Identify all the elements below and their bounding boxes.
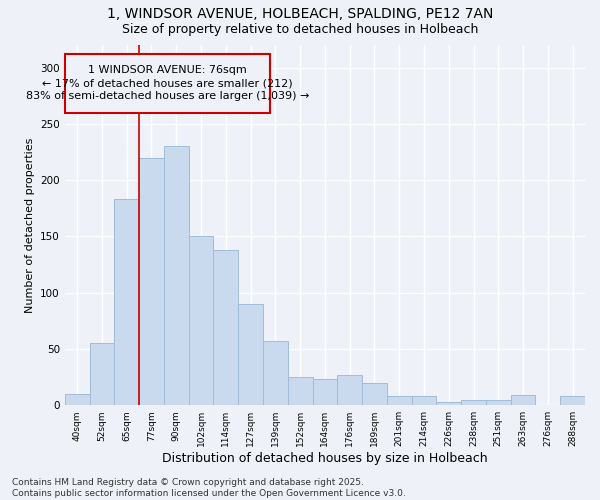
- Bar: [362, 382, 387, 405]
- Text: Size of property relative to detached houses in Holbeach: Size of property relative to detached ho…: [122, 22, 478, 36]
- Bar: [238, 304, 263, 405]
- Bar: [139, 158, 164, 405]
- Bar: [560, 396, 585, 405]
- Bar: [89, 344, 115, 405]
- Text: 1, WINDSOR AVENUE, HOLBEACH, SPALDING, PE12 7AN: 1, WINDSOR AVENUE, HOLBEACH, SPALDING, P…: [107, 8, 493, 22]
- Bar: [288, 377, 313, 405]
- Bar: [214, 250, 238, 405]
- Bar: [263, 341, 288, 405]
- Bar: [65, 394, 89, 405]
- FancyBboxPatch shape: [65, 54, 271, 112]
- Bar: [188, 236, 214, 405]
- Bar: [337, 375, 362, 405]
- Bar: [461, 400, 486, 405]
- Text: Contains HM Land Registry data © Crown copyright and database right 2025.
Contai: Contains HM Land Registry data © Crown c…: [12, 478, 406, 498]
- Bar: [412, 396, 436, 405]
- Y-axis label: Number of detached properties: Number of detached properties: [25, 138, 35, 313]
- Bar: [511, 395, 535, 405]
- Bar: [115, 199, 139, 405]
- Bar: [436, 402, 461, 405]
- Bar: [313, 380, 337, 405]
- Bar: [486, 400, 511, 405]
- Bar: [387, 396, 412, 405]
- Bar: [164, 146, 188, 405]
- X-axis label: Distribution of detached houses by size in Holbeach: Distribution of detached houses by size …: [162, 452, 488, 465]
- Text: 1 WINDSOR AVENUE: 76sqm
← 17% of detached houses are smaller (212)
83% of semi-d: 1 WINDSOR AVENUE: 76sqm ← 17% of detache…: [26, 65, 309, 102]
